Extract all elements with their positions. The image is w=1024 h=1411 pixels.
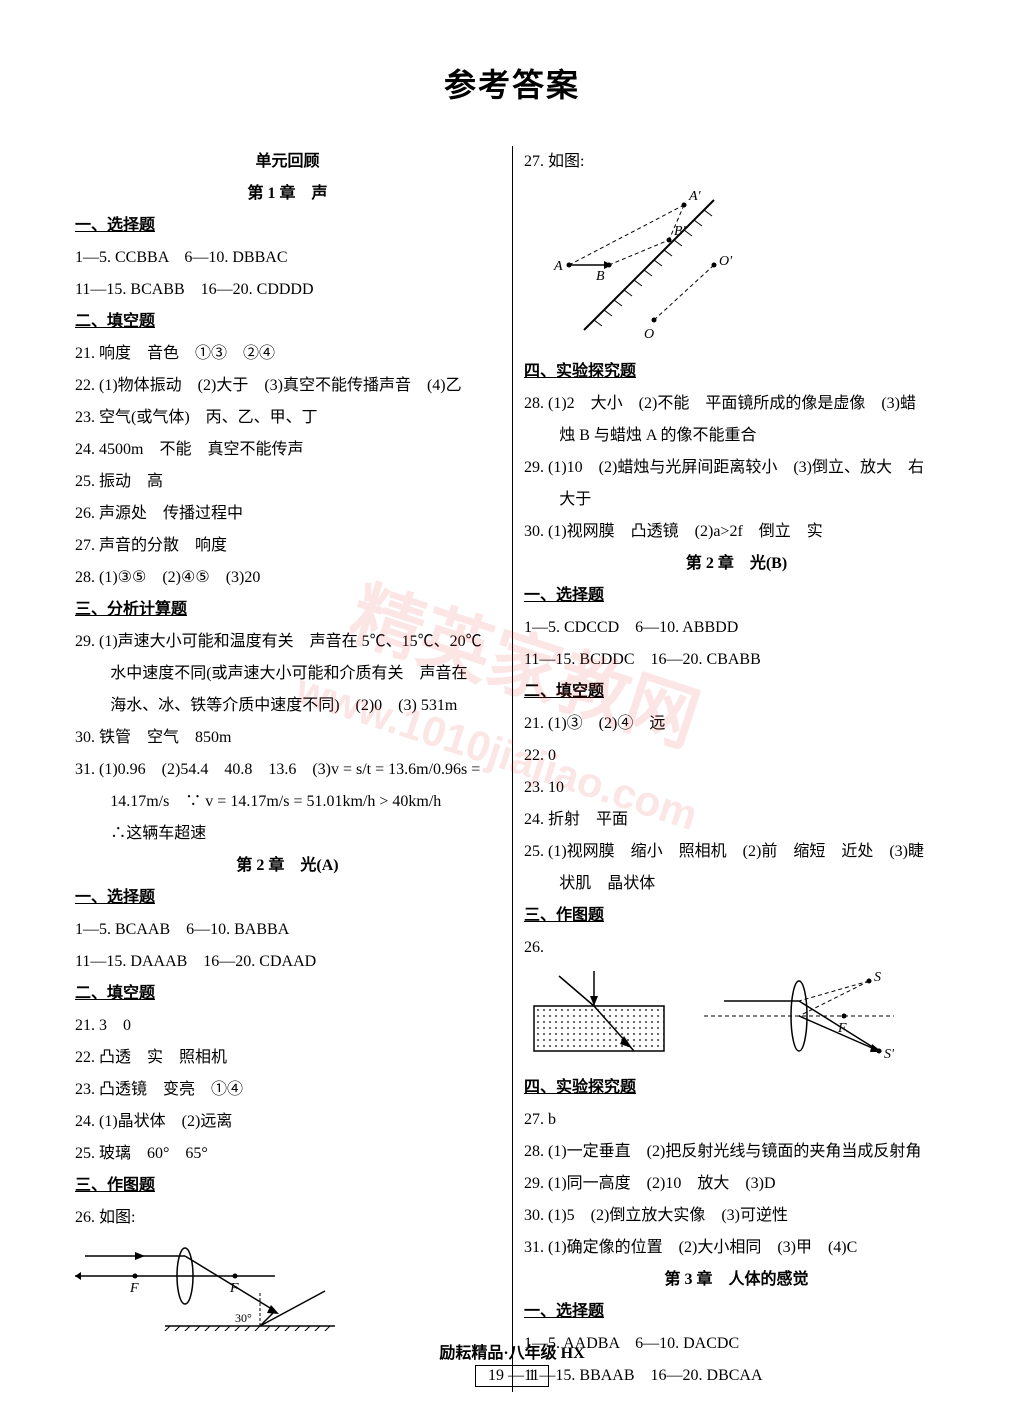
section-exp-2a: 四、实验探究题 (524, 356, 949, 388)
ans-line: 1—5. BCAAB 6—10. BABBA (75, 914, 500, 946)
section-choice-2a: 一、选择题 (75, 882, 500, 914)
ans-line: 27. b (524, 1104, 949, 1136)
chapter-2a-title: 第 2 章 光(A) (75, 850, 500, 882)
ans-line: 21. (1)③ (2)④ 远 (524, 708, 949, 740)
chapter-1-title: 第 1 章 声 (75, 178, 500, 210)
ans-line: 24. 折射 平面 (524, 804, 949, 836)
section-fill-1: 二、填空题 (75, 306, 500, 338)
ans-line: 21. 响度 音色 ①③ ②④ (75, 338, 500, 370)
content-columns: 单元回顾 第 1 章 声 一、选择题 1—5. CCBBA 6—10. DBBA… (75, 146, 949, 1392)
ans-line: 24. (1)晶状体 (2)远离 (75, 1106, 500, 1138)
ans-line: 27. 如图: (524, 146, 949, 178)
ans-line: 29. (1)10 (2)蜡烛与光屏间距离较小 (3)倒立、放大 右 (524, 452, 949, 484)
ans-line: 26. 声源处 传播过程中 (75, 498, 500, 530)
ans-line: 31. (1)确定像的位置 (2)大小相同 (3)甲 (4)C (524, 1232, 949, 1264)
svg-text:O: O (644, 327, 654, 342)
ans-line: 1—5. CCBBA 6—10. DBBAC (75, 242, 500, 274)
lens-diagram-right: F S S' (704, 966, 894, 1066)
ans-line: 水中速度不同(或声速大小可能和介质有关 声音在 (75, 658, 500, 690)
section-calc-1: 三、分析计算题 (75, 594, 500, 626)
mirror-diagram: A B A' B' O O' (524, 180, 949, 350)
left-column: 单元回顾 第 1 章 声 一、选择题 1—5. CCBBA 6—10. DBBA… (75, 146, 512, 1392)
ans-line: 29. (1)声速大小可能和温度有关 声音在 5℃、15℃、20℃ (75, 626, 500, 658)
svg-text:30°: 30° (235, 1311, 252, 1325)
svg-text:S: S (874, 970, 881, 985)
svg-text:A': A' (688, 189, 702, 204)
ans-line: 25. 玻璃 60° 65° (75, 1138, 500, 1170)
ans-line: 状肌 晶状体 (524, 868, 949, 900)
refraction-diagram (524, 966, 674, 1056)
ans-line: 1—5. CDCCD 6—10. ABBDD (524, 612, 949, 644)
ans-line: 大于 (524, 484, 949, 516)
section-draw-2b: 三、作图题 (524, 900, 949, 932)
svg-text:O': O' (719, 254, 733, 269)
ans-line: 30. 铁管 空气 850m (75, 722, 500, 754)
ans-line: 23. 10 (524, 772, 949, 804)
svg-text:S': S' (884, 1047, 894, 1062)
column-divider (512, 146, 513, 1392)
ans-line: 11—15. BCABB 16—20. CDDDD (75, 274, 500, 306)
ans-line: 21. 3 0 (75, 1010, 500, 1042)
ans-line: 25. (1)视网膜 缩小 照相机 (2)前 缩短 近处 (3)睫 (524, 836, 949, 868)
svg-text:F: F (129, 1281, 139, 1296)
ans-line: 26. 如图: (75, 1202, 500, 1234)
ans-line: 23. 凸透镜 变亮 ①④ (75, 1074, 500, 1106)
ans-line: 27. 声音的分散 响度 (75, 530, 500, 562)
ans-line: 烛 B 与蜡烛 A 的像不能重合 (524, 420, 949, 452)
ans-line: 28. (1)③⑤ (2)④⑤ (3)20 (75, 562, 500, 594)
ans-line: 31. (1)0.96 (2)54.4 40.8 13.6 (3)v = s/t… (75, 754, 500, 786)
ans-line: 25. 振动 高 (75, 466, 500, 498)
page-footer: 励耘精品·八年级 HX 19 — 1 (0, 1339, 1024, 1387)
chapter-2b-title: 第 2 章 光(B) (524, 548, 949, 580)
section-exp-2b: 四、实验探究题 (524, 1072, 949, 1104)
ans-line: 28. (1)2 大小 (2)不能 平面镜所成的像是虚像 (3)蜡 (524, 388, 949, 420)
section-choice-2b: 一、选择题 (524, 580, 949, 612)
ans-line: 海水、冰、铁等介质中速度不同) (2)0 (3) 531m (75, 690, 500, 722)
ans-line: 28. (1)一定垂直 (2)把反射光线与镜面的夹角当成反射角 (524, 1136, 949, 1168)
section-fill-2b: 二、填空题 (524, 676, 949, 708)
section-choice-3: 一、选择题 (524, 1296, 949, 1328)
page-title: 参考答案 (75, 60, 949, 106)
ans-line: 11—15. BCDDC 16—20. CBABB (524, 644, 949, 676)
section-draw-2a: 三、作图题 (75, 1170, 500, 1202)
ans-line: 22. 0 (524, 740, 949, 772)
ans-line: ∴这辆车超速 (75, 818, 500, 850)
ans-line: 30. (1)5 (2)倒立放大实像 (3)可逆性 (524, 1200, 949, 1232)
footer-brand: 励耘精品·八年级 HX (0, 1339, 1024, 1363)
svg-text:B': B' (674, 224, 687, 239)
ans-line: 29. (1)同一高度 (2)10 放大 (3)D (524, 1168, 949, 1200)
footer-page-number: 19 — 1 (475, 1365, 549, 1387)
ans-line: 11—15. DAAAB 16—20. CDAAD (75, 946, 500, 978)
ans-line: 22. (1)物体振动 (2)大于 (3)真空不能传播声音 (4)乙 (75, 370, 500, 402)
lens-diagram-left: F F (75, 1236, 500, 1331)
ans-line: 22. 凸透 实 照相机 (75, 1042, 500, 1074)
ans-line: 14.17m/s ∵ v = 14.17m/s = 51.01km/h > 40… (75, 786, 500, 818)
ans-line: 24. 4500m 不能 真空不能传声 (75, 434, 500, 466)
section-choice-1: 一、选择题 (75, 210, 500, 242)
diagrams-2b: F S S' (524, 966, 949, 1066)
chapter-3-title: 第 3 章 人体的感觉 (524, 1264, 949, 1296)
section-fill-2a: 二、填空题 (75, 978, 500, 1010)
svg-text:B: B (596, 269, 605, 284)
ans-line: 23. 空气(或气体) 丙、乙、甲、丁 (75, 402, 500, 434)
unit-review-heading: 单元回顾 (75, 146, 500, 178)
right-column: 27. 如图: A B (512, 146, 949, 1392)
ans-line: 26. (524, 932, 949, 964)
svg-text:A: A (553, 259, 563, 274)
ans-line: 30. (1)视网膜 凸透镜 (2)a>2f 倒立 实 (524, 516, 949, 548)
